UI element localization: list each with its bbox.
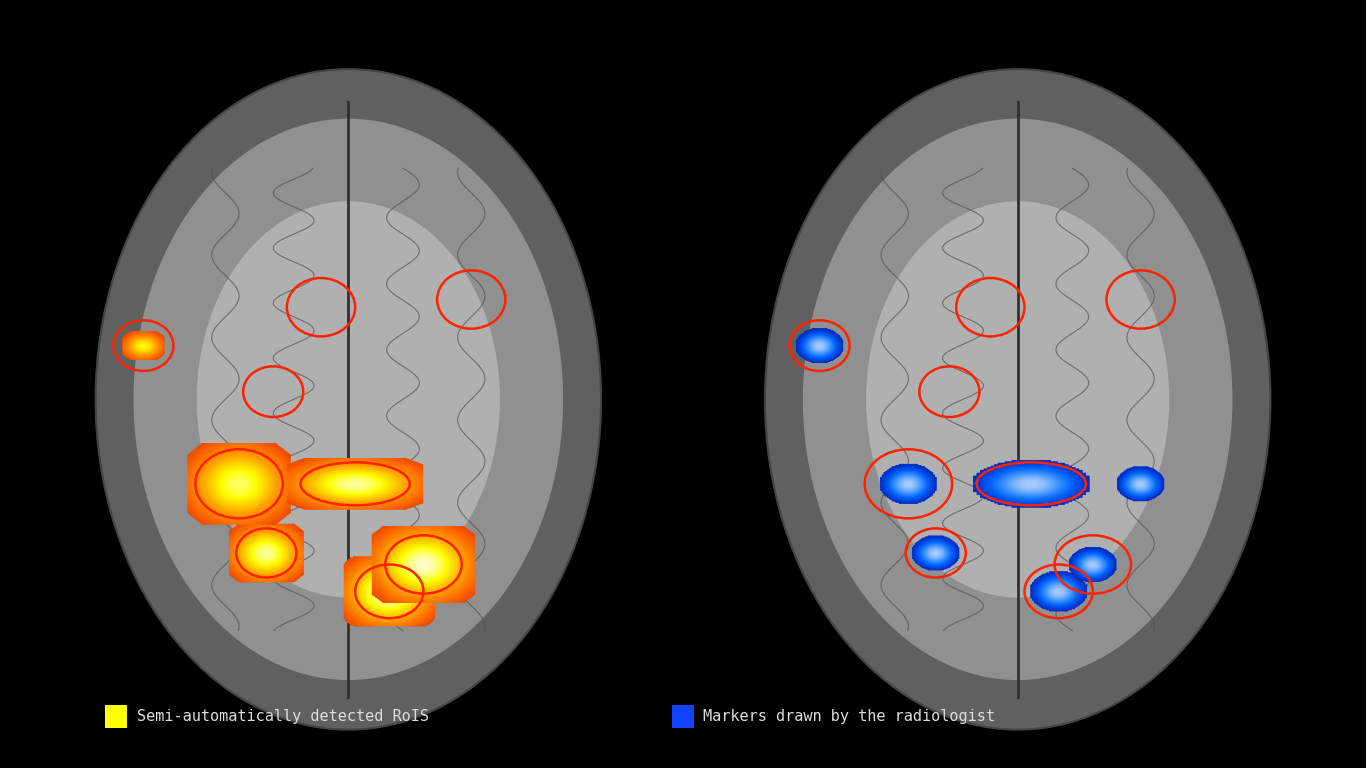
Ellipse shape [866, 201, 1169, 598]
Ellipse shape [134, 118, 563, 680]
Ellipse shape [803, 118, 1232, 680]
Ellipse shape [96, 69, 601, 730]
Text: Semi-automatically detected RoIS: Semi-automatically detected RoIS [137, 709, 429, 724]
Text: Markers drawn by the radiologist: Markers drawn by the radiologist [703, 709, 996, 724]
Ellipse shape [197, 201, 500, 598]
FancyBboxPatch shape [672, 705, 694, 728]
Ellipse shape [765, 69, 1270, 730]
FancyBboxPatch shape [105, 705, 127, 728]
